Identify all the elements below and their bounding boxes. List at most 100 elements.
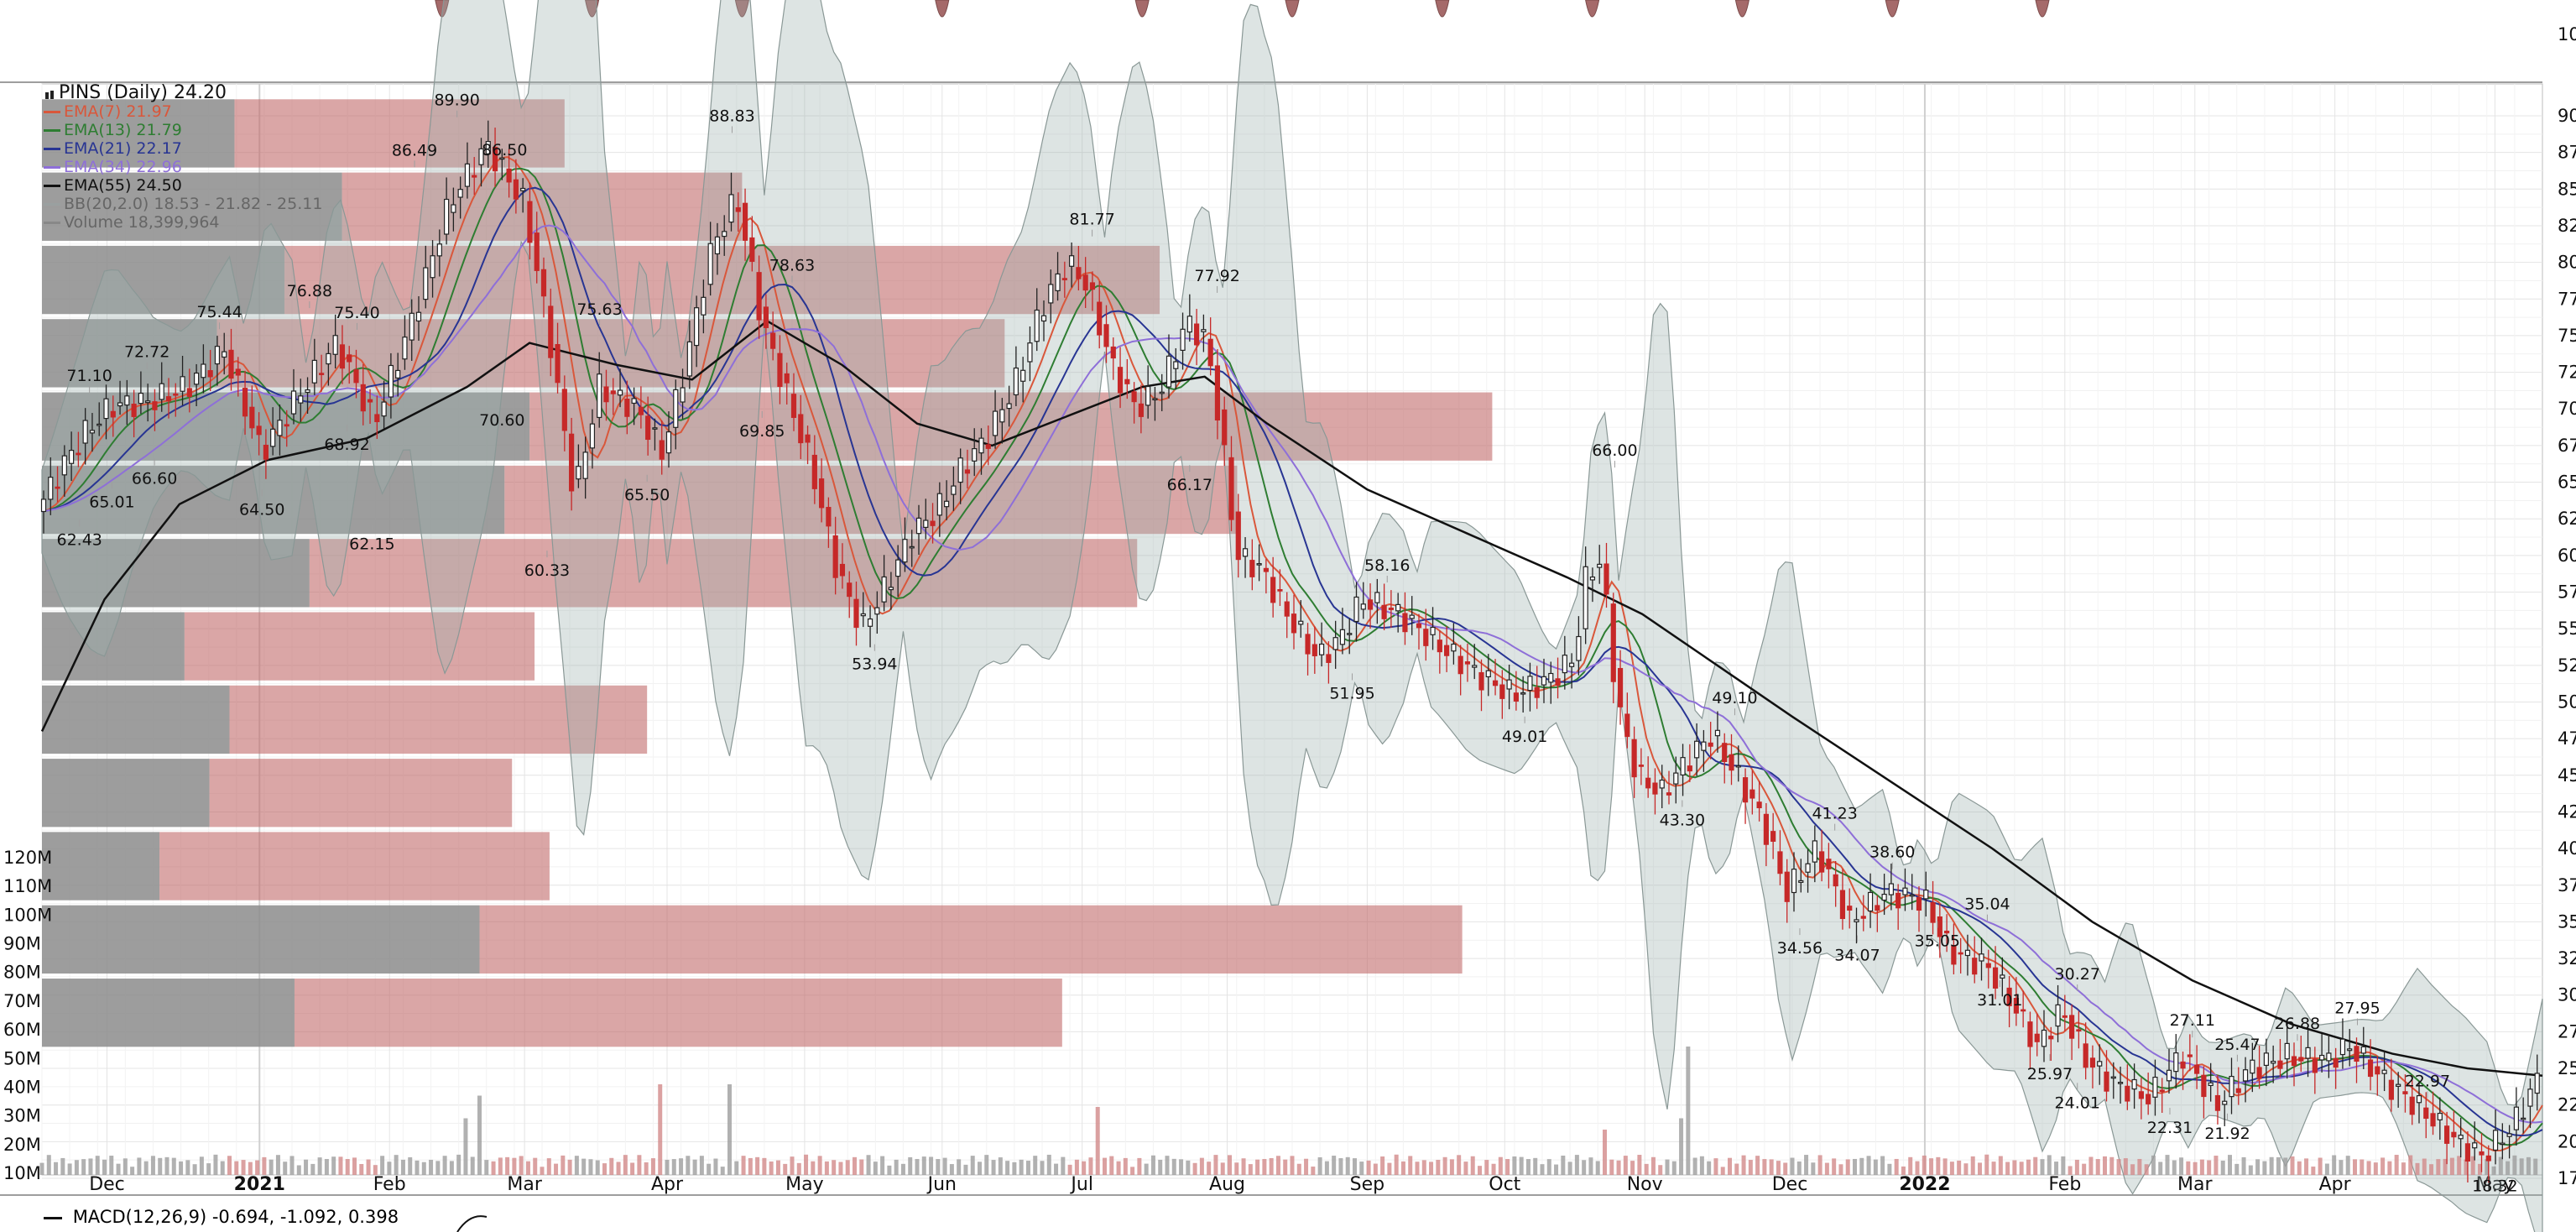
price-annotation: 22.97 (2405, 1072, 2450, 1090)
ema34-line (41, 224, 2543, 1124)
volume-bar (2207, 1160, 2212, 1175)
candle-body (1708, 742, 1713, 747)
candle-body (1638, 765, 1644, 767)
volume-bar (796, 1162, 801, 1175)
volume-bar (1713, 1158, 1718, 1175)
volume-bar (1046, 1154, 1051, 1175)
volume-bar (991, 1160, 996, 1175)
volume-bar (185, 1160, 190, 1175)
volume-bar (713, 1158, 718, 1175)
volume-bar (1525, 1159, 1530, 1175)
price-annotation: 64.50 (239, 500, 284, 519)
candle-body (2423, 1107, 2429, 1120)
candle-body (909, 546, 915, 549)
volume-bar (331, 1156, 336, 1175)
x-tick-label: Aug (1209, 1174, 1245, 1195)
candle-body (2319, 1054, 2325, 1061)
top-indicator-spike (1134, 0, 1150, 18)
candle-body (263, 444, 269, 460)
volume-bar (158, 1157, 163, 1175)
volume-bar (310, 1163, 315, 1175)
candle-body (2527, 1088, 2533, 1107)
candle-body (2076, 1029, 2082, 1032)
volume-bar (1199, 1157, 1204, 1175)
volume-bar (1255, 1159, 1260, 1175)
volume-bar (900, 1163, 905, 1175)
volume-bar (1533, 1157, 1538, 1175)
candle-body (436, 243, 442, 257)
candle-body (1541, 676, 1547, 686)
candle-body (2506, 1133, 2512, 1137)
candle-body (2117, 1082, 2124, 1084)
volume-bar (1686, 1047, 1691, 1175)
volume-bar (1963, 1163, 1969, 1175)
candle-body (2131, 1078, 2137, 1090)
volume-bar (2457, 1156, 2462, 1175)
volume-bar (1033, 1156, 1038, 1175)
price-annotation: 27.11 (2170, 1011, 2215, 1030)
candle-body (1666, 792, 1672, 796)
volume-bar (595, 1160, 600, 1175)
volume-bar (1012, 1162, 1017, 1175)
volume-bar (804, 1154, 809, 1175)
price-tick-label: 80.0 (2558, 253, 2576, 273)
candle-body (1305, 634, 1311, 655)
ema21-line (41, 186, 2543, 1137)
candle-body (2089, 1057, 2096, 1068)
candle-body (339, 344, 346, 369)
volume-bar (546, 1158, 551, 1175)
volume-bar (2318, 1157, 2323, 1175)
volume-bar (1734, 1163, 1739, 1175)
candle-body (1374, 592, 1380, 603)
price-tick-label: 32.5 (2558, 948, 2576, 968)
volume-bar (2158, 1162, 2163, 1175)
candle-body (1110, 346, 1116, 359)
candle-body (1631, 739, 1637, 778)
candle-body (1332, 637, 1338, 650)
price-tick-label: 52.5 (2558, 655, 2576, 676)
volume-bar (1658, 1165, 1663, 1175)
volume-bar (859, 1159, 864, 1175)
candle-body (2492, 1130, 2499, 1151)
volume-tick-label: 60M (3, 1020, 41, 1040)
candle-body (1097, 301, 1103, 336)
candle-body (2381, 1069, 2387, 1074)
legend-swatch (44, 221, 60, 224)
candle-body (1652, 782, 1658, 795)
candle-body (798, 414, 804, 444)
volume-by-price-down (342, 172, 743, 241)
candle-body (1061, 278, 1067, 280)
volume-bar (109, 1156, 114, 1175)
volume-bar (2269, 1156, 2274, 1175)
candle-body (2097, 1061, 2103, 1067)
candle-body (1854, 919, 1859, 923)
volume-bar (67, 1163, 72, 1175)
candle-body (756, 272, 762, 321)
volume-bar (2422, 1158, 2427, 1175)
volume-bar (1478, 1166, 1482, 1175)
candle-body (1756, 801, 1762, 809)
legend-label: EMA(21) 22.17 (64, 139, 182, 158)
volume-bar (2304, 1158, 2309, 1175)
candle-body (1326, 654, 1332, 663)
candle-body (2305, 1047, 2311, 1059)
candle-body (1103, 324, 1109, 347)
legend-label: BB(20,2.0) 18.53 - 21.82 - 25.11 (64, 195, 323, 213)
candle-body (1214, 365, 1221, 421)
volume-bar (1936, 1156, 1941, 1175)
volume-bar (1317, 1157, 1322, 1175)
candle-body (2360, 1046, 2366, 1054)
candle-body (2339, 1038, 2346, 1056)
volume-bar (2449, 1157, 2454, 1175)
x-tick-label: Apr (2319, 1174, 2352, 1195)
volume-bar (179, 1161, 184, 1175)
volume-bar (1505, 1159, 1510, 1175)
candle-body (485, 141, 491, 154)
candle-body (1020, 369, 1026, 382)
volume-bar (817, 1156, 822, 1175)
candle-body (1165, 355, 1172, 388)
volume-bar (1345, 1156, 1350, 1175)
volume-bar (1942, 1158, 1948, 1175)
volume-bar (2137, 1158, 2142, 1175)
x-tick-label: Feb (373, 1174, 406, 1195)
